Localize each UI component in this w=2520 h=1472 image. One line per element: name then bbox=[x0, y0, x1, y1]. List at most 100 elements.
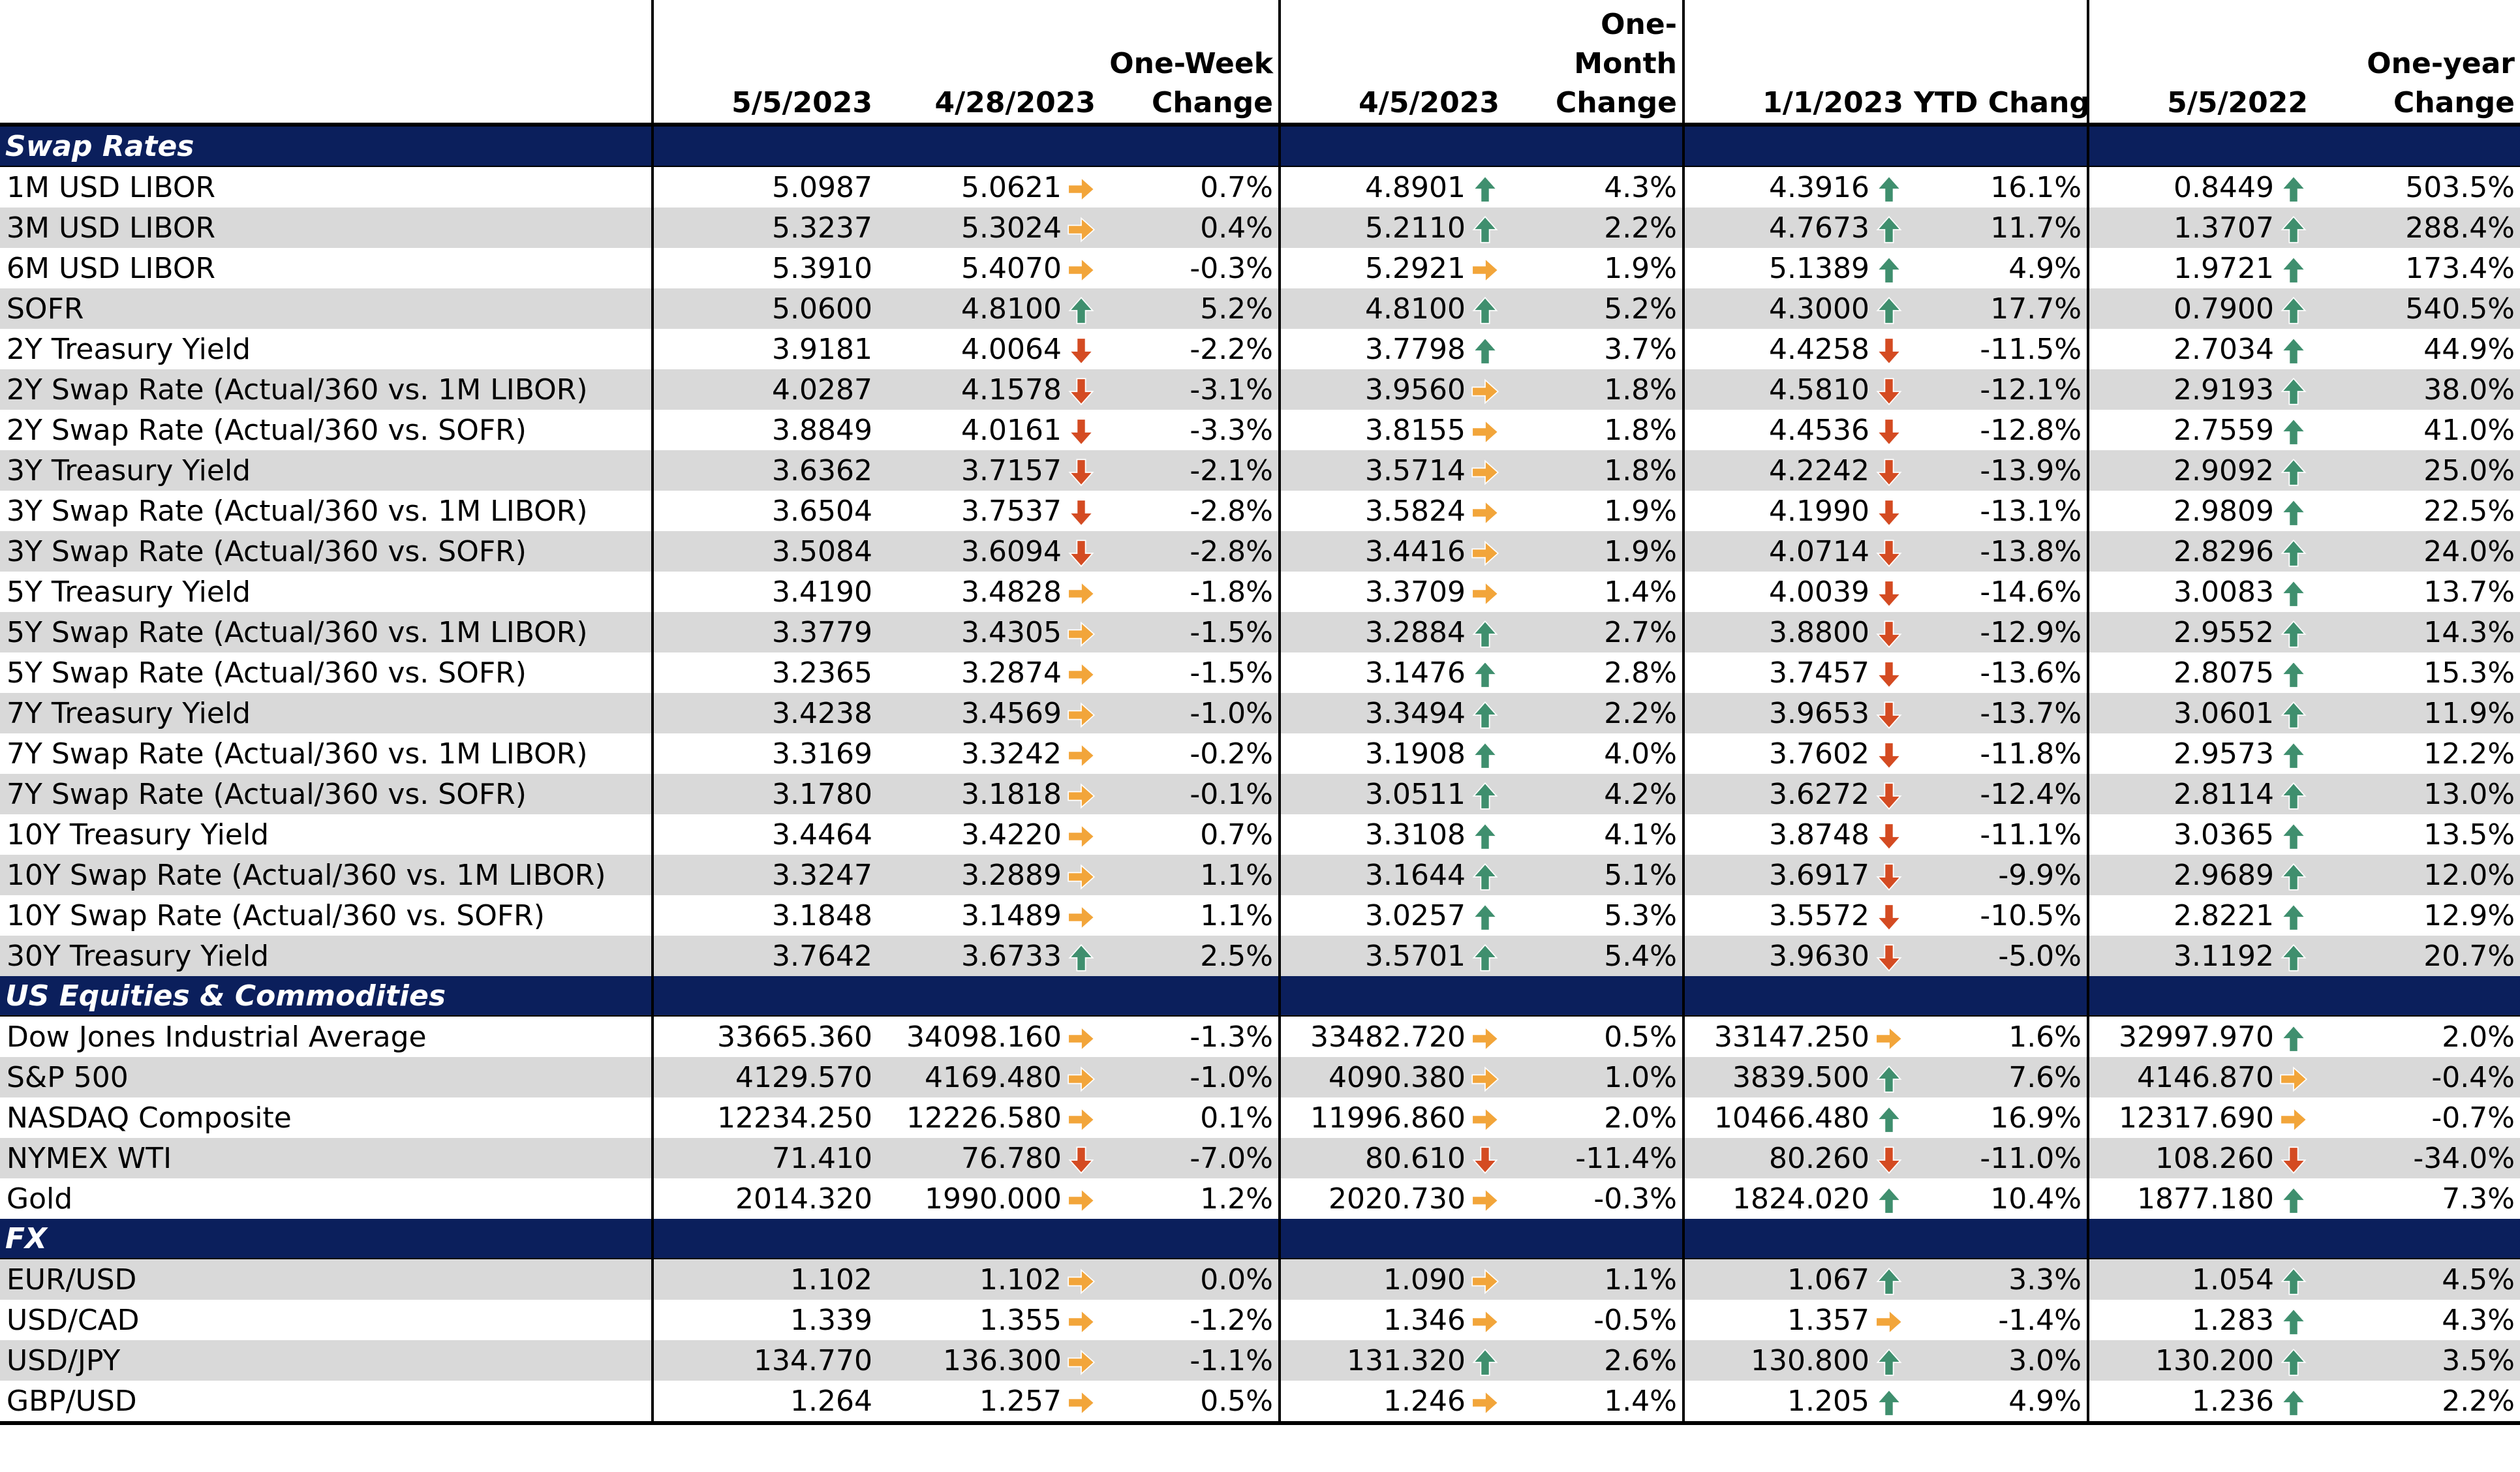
change-ytd: 1.6% bbox=[2008, 1020, 2082, 1054]
change-month: -0.3% bbox=[1593, 1182, 1677, 1216]
change-month: 4.0% bbox=[1604, 737, 1677, 771]
table-row: S&P 500 4129.570 4169.480 -1.0% 4090.380 1.0%… bbox=[0, 1057, 2520, 1097]
value-month-ago-text: 1.246 bbox=[1383, 1384, 1466, 1418]
value-month-ago-text: 3.3494 bbox=[1365, 696, 1466, 730]
arrow-flat-icon bbox=[1067, 175, 1096, 204]
section-band-cell bbox=[878, 1219, 1101, 1259]
header-col2: 4/28/2023 bbox=[878, 0, 1101, 127]
change-month: 1.8% bbox=[1505, 369, 1683, 410]
arrow-flat-icon bbox=[1067, 1348, 1096, 1377]
change-week: 5.2% bbox=[1101, 288, 1280, 329]
change-ytd: -12.1% bbox=[1909, 369, 2088, 410]
change-year: 12.0% bbox=[2313, 855, 2520, 895]
row-label: 2Y Swap Rate (Actual/360 vs. 1M LIBOR) bbox=[0, 369, 653, 410]
value-week-ago-text: 3.4220 bbox=[961, 818, 1062, 851]
arrow-flat-icon bbox=[1875, 1024, 1903, 1053]
value-year-ago: 2.7034 bbox=[2087, 329, 2313, 369]
value-ytd-start-text: 4.1990 bbox=[1769, 494, 1869, 528]
section-band-cell bbox=[1682, 1219, 1909, 1259]
arrow-up-icon bbox=[1471, 215, 1499, 244]
value-week-ago-text: 5.0621 bbox=[961, 170, 1062, 204]
section-band-cell bbox=[1278, 125, 1505, 167]
value-ytd-start-text: 3.8748 bbox=[1769, 818, 1869, 851]
change-year: 11.9% bbox=[2313, 693, 2520, 733]
value-week-ago-text: 5.3024 bbox=[961, 211, 1062, 245]
arrow-flat-icon bbox=[1067, 903, 1096, 932]
value-week-ago: 4169.480 bbox=[878, 1057, 1101, 1097]
change-ytd: 4.9% bbox=[2008, 251, 2082, 285]
section-title: FX bbox=[0, 1219, 653, 1259]
value-week-ago: 3.2889 bbox=[878, 855, 1101, 895]
change-ytd: -13.8% bbox=[1909, 531, 2088, 572]
value-ytd-start: 4.2242 bbox=[1682, 450, 1909, 491]
table-row: USD/CAD 1.339 1.355 -1.2% 1.346 -0.5% 1.357 -1.… bbox=[0, 1300, 2520, 1340]
value-current: 5.0600 bbox=[651, 288, 878, 329]
header-col9: One-year Change bbox=[2313, 0, 2520, 127]
change-month: 5.1% bbox=[1505, 855, 1683, 895]
value-year-ago-text: 108.260 bbox=[2155, 1141, 2274, 1175]
value-ytd-start-text: 3.7457 bbox=[1769, 656, 1869, 690]
change-week: -1.0% bbox=[1101, 1057, 1280, 1097]
arrow-flat-icon bbox=[1471, 1186, 1499, 1215]
arrow-up-icon bbox=[1471, 701, 1499, 729]
value-month-ago: 3.5714 bbox=[1278, 450, 1505, 491]
row-label: Gold bbox=[7, 1182, 73, 1216]
arrow-down-icon bbox=[1875, 782, 1903, 810]
value-month-ago: 3.3494 bbox=[1278, 693, 1505, 733]
value-year-ago: 4146.870 bbox=[2087, 1057, 2313, 1097]
change-year: -0.7% bbox=[2431, 1101, 2515, 1135]
section-band-cell bbox=[1909, 976, 2088, 1017]
value-ytd-start: 1.067 bbox=[1682, 1259, 1909, 1300]
change-ytd: -10.5% bbox=[1980, 898, 2082, 932]
change-month: 2.6% bbox=[1505, 1340, 1683, 1381]
arrow-up-icon bbox=[2279, 701, 2308, 729]
value-month-ago: 3.3709 bbox=[1278, 572, 1505, 612]
change-ytd: 3.3% bbox=[1909, 1259, 2088, 1300]
header-col7: YTD Change bbox=[1909, 0, 2088, 127]
change-ytd: 16.9% bbox=[1990, 1101, 2082, 1135]
row-label: 7Y Treasury Yield bbox=[0, 693, 653, 733]
value-year-ago: 3.0365 bbox=[2087, 814, 2313, 855]
change-year: 503.5% bbox=[2405, 170, 2515, 204]
row-label: USD/JPY bbox=[0, 1340, 653, 1381]
arrow-flat-icon bbox=[1067, 1388, 1096, 1417]
table-row: 7Y Swap Rate (Actual/360 vs. 1M LIBOR) 3.… bbox=[0, 733, 2520, 774]
change-week: 1.1% bbox=[1101, 855, 1280, 895]
value-ytd-start: 4.3000 bbox=[1682, 288, 1909, 329]
value-week-ago-text: 3.2889 bbox=[961, 858, 1062, 892]
value-current: 3.4238 bbox=[651, 693, 878, 733]
value-week-ago: 4.1578 bbox=[878, 369, 1101, 410]
table-row: 10Y Treasury Yield 3.4464 3.4220 0.7% 3.3108… bbox=[0, 814, 2520, 855]
value-year-ago-text: 3.0601 bbox=[2174, 696, 2274, 730]
arrow-flat-icon bbox=[1067, 1267, 1096, 1296]
value-ytd-start: 3.8800 bbox=[1682, 612, 1909, 652]
value-week-ago: 5.3024 bbox=[878, 207, 1101, 248]
value-month-ago: 3.9560 bbox=[1278, 369, 1505, 410]
arrow-up-icon bbox=[2279, 175, 2308, 204]
arrow-down-icon bbox=[1875, 1146, 1903, 1174]
change-month: 1.9% bbox=[1505, 531, 1683, 572]
row-label: 5Y Swap Rate (Actual/360 vs. SOFR) bbox=[7, 656, 527, 690]
row-label: 5Y Treasury Yield bbox=[7, 575, 251, 609]
value-week-ago-text: 3.1818 bbox=[961, 777, 1062, 811]
arrow-up-icon bbox=[2279, 1267, 2308, 1296]
table-row: Dow Jones Industrial Average 33665.360 340… bbox=[0, 1016, 2520, 1057]
value-year-ago-text: 2.9552 bbox=[2174, 615, 2274, 649]
value-month-ago: 3.2884 bbox=[1278, 612, 1505, 652]
arrow-up-icon bbox=[1471, 660, 1499, 689]
value-current: 3.3169 bbox=[651, 733, 878, 774]
arrow-flat-icon bbox=[1067, 620, 1096, 649]
value-ytd-start-text: 3.5572 bbox=[1769, 898, 1869, 932]
table-row: 3M USD LIBOR 5.3237 5.3024 0.4% 5.2110 2.2% 4.… bbox=[0, 207, 2520, 248]
section-band-cell bbox=[2087, 125, 2313, 167]
change-week: 1.1% bbox=[1200, 898, 1273, 932]
change-week: -0.3% bbox=[1190, 251, 1273, 285]
change-ytd: 3.0% bbox=[1909, 1340, 2088, 1381]
change-ytd: -9.9% bbox=[1909, 855, 2088, 895]
change-ytd: 10.4% bbox=[1990, 1182, 2082, 1216]
change-week: 1.2% bbox=[1200, 1182, 1273, 1216]
header-col3: One-Week Change bbox=[1101, 0, 1280, 127]
value-month-ago-text: 3.3108 bbox=[1365, 818, 1466, 851]
value-ytd-start-text: 80.260 bbox=[1769, 1141, 1869, 1175]
change-week: -1.5% bbox=[1190, 656, 1273, 690]
